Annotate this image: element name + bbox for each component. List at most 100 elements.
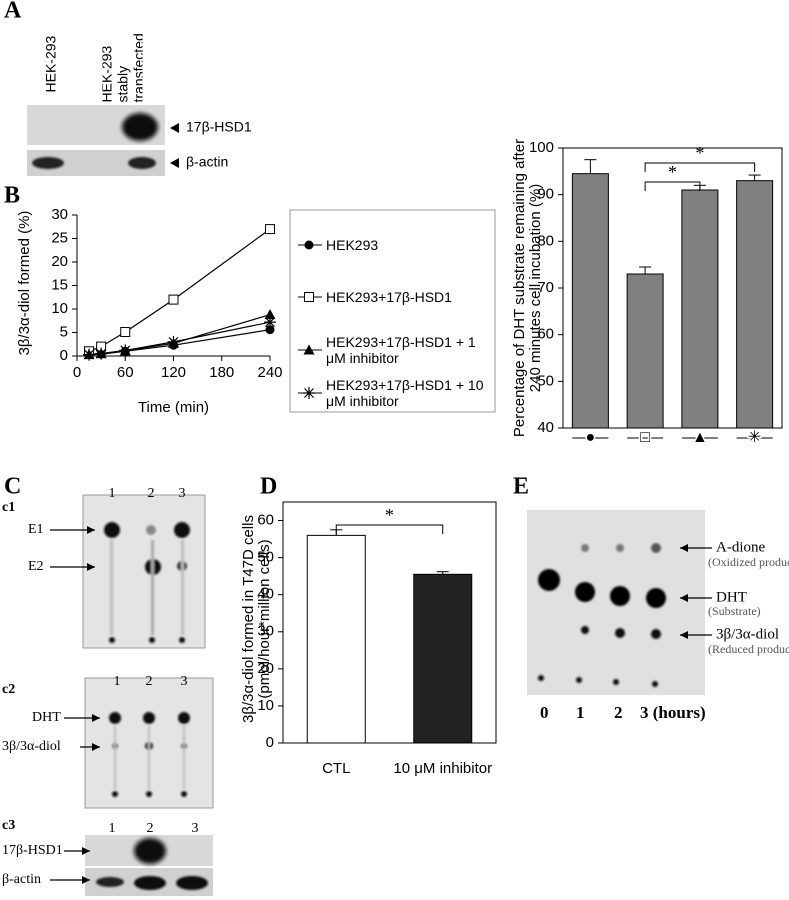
y-tick-label: 100: [529, 139, 554, 156]
y-tick-label: 30: [51, 206, 68, 223]
legend-label: HEK293+17β-HSD1 + 1 μM inhibitor: [326, 334, 476, 366]
y-axis-label: Percentage of DHT substrate remaining af…: [511, 138, 544, 438]
y-tick-label: 50: [537, 372, 554, 389]
marker: [265, 224, 275, 235]
lane-label: 1: [576, 703, 585, 722]
band-arrow: [170, 123, 179, 133]
blot-band: [96, 877, 124, 887]
blot-band: [122, 113, 158, 141]
significance-bracket: [644, 162, 756, 172]
arrow-head: [87, 563, 95, 571]
spot-note: (Oxidized product): [708, 555, 789, 569]
y-tick-label: 60: [537, 326, 554, 343]
arrow-head: [82, 847, 90, 855]
y-axis-label-box: 3β/3α-diol formed in T47D cells (pmol/ho…: [240, 515, 273, 723]
y-tick-label: 15: [51, 276, 68, 293]
spot-note: (Substrate): [708, 604, 761, 618]
panel-label: C: [4, 474, 21, 500]
significance-label: *: [385, 505, 394, 525]
legend-label-group: HEK293: [326, 237, 379, 253]
x-tick-label: ●: [586, 429, 596, 446]
panel-label: A: [4, 0, 22, 24]
significance-label: *: [668, 162, 677, 182]
legend-label: HEK293+17β-HSD1: [326, 289, 452, 305]
spot-label: DHT: [32, 710, 61, 725]
spot-label: E1: [28, 522, 44, 537]
arrow-head: [92, 714, 100, 722]
legend-label: HEK293: [326, 237, 379, 253]
lane-label-box: HEK-293 stably transfected: [102, 33, 143, 103]
legend-marker: [303, 344, 315, 355]
band-label: β-actin: [186, 154, 228, 170]
bar: [571, 173, 609, 429]
x-tick-label: CTL: [322, 760, 351, 777]
x-tick-label: ▲: [692, 429, 708, 446]
band-arrow: [170, 158, 179, 168]
lane-label: 2: [146, 674, 153, 689]
y-axis-label-box: Percentage of DHT substrate remaining af…: [511, 138, 544, 438]
y-tick-label: 10: [257, 697, 274, 714]
band-label: 17β-HSD1: [186, 119, 252, 135]
arrow-head: [680, 631, 688, 639]
significance-label: *: [695, 143, 704, 163]
lane-label: HEK-293: [42, 35, 59, 93]
marker: [265, 325, 275, 335]
lane-label: 2: [147, 821, 154, 836]
arrow-head: [92, 743, 100, 751]
lane-label: 3: [181, 674, 188, 689]
spot-note: (Reduced products): [708, 642, 789, 656]
x-tick-label: □: [640, 429, 650, 446]
spot-label: E2: [28, 559, 44, 574]
plot-frame: [282, 501, 497, 744]
legend-label-group: HEK293+17β-HSD1 + 1 μM inhibitor: [326, 334, 476, 366]
marker: [119, 344, 132, 357]
lane-label: 2: [148, 486, 155, 501]
spot-label: A-dione: [716, 539, 765, 555]
legend-marker: [303, 387, 315, 399]
panel-label: D: [260, 474, 277, 500]
spot-label: 3β/3α-diol: [2, 739, 61, 754]
y-tick-label: 0: [60, 347, 68, 364]
lane-label: HEK-293 stably transfected: [102, 33, 143, 103]
y-tick-label: 20: [51, 253, 68, 270]
lane-label: 1: [109, 821, 116, 836]
y-axis-label-box: 3β/3α-diol formed (%): [16, 211, 33, 356]
legend-label-box: HEK293+17β-HSD1 + 1 μM inhibitor: [326, 334, 476, 366]
lane-label: 3 (hours): [640, 703, 706, 722]
marker: [95, 347, 108, 360]
arrow-head: [680, 544, 688, 552]
tlc-plate: [82, 494, 206, 649]
spot-label: DHT: [716, 589, 747, 605]
x-tick-label: 0: [73, 364, 81, 381]
blot-band: [134, 876, 166, 890]
y-tick-label: 5: [60, 323, 68, 340]
tlc-spots: [109, 712, 190, 797]
legend-label-box: HEK293: [326, 237, 379, 253]
band-label: 17β-HSD1: [2, 843, 63, 858]
x-axis-label: Time (min): [138, 399, 209, 416]
blot-band: [134, 838, 166, 864]
series-line: [88, 228, 271, 352]
y-axis-label: 3β/3α-diol formed in T47D cells (pmol/ho…: [240, 515, 273, 723]
x-tick-label: 180: [209, 364, 234, 381]
significance-bracket: [644, 181, 701, 191]
lane-label: 1: [109, 486, 116, 501]
arrow-head: [82, 876, 90, 884]
marker: [264, 316, 276, 329]
marker: [167, 335, 180, 348]
y-tick-label: 80: [537, 232, 554, 249]
legend-label-box: HEK293+17β-HSD1: [326, 289, 452, 305]
tlc-spots: [104, 522, 190, 643]
y-axis-label-group: 3β/3α-diol formed (%): [16, 211, 33, 356]
legend-marker: [304, 240, 314, 250]
legend-label-group: HEK293+17β-HSD1 + 10 μM inhibitor: [326, 377, 483, 409]
y-tick-label: 90: [537, 186, 554, 203]
sub-panel-label: c2: [2, 682, 15, 697]
band-label: β-actin: [2, 872, 41, 887]
y-tick-label: 20: [257, 660, 274, 677]
blot-band: [176, 876, 208, 890]
x-tick-label: 60: [117, 364, 134, 381]
spot-label: 3β/3α-diol: [716, 626, 779, 642]
lane-label: 2: [614, 703, 623, 722]
